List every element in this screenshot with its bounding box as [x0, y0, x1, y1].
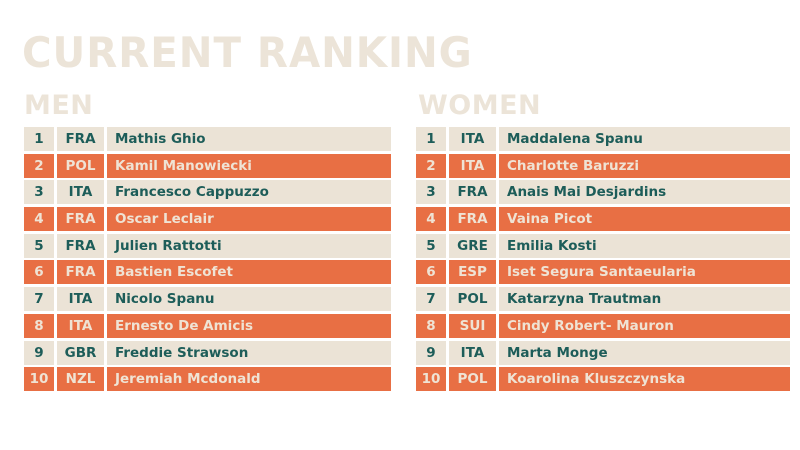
name-cell: Kamil Manowiecki	[107, 153, 391, 178]
women-section-label: WOMEN	[418, 90, 542, 121]
name-cell: Charlotte Baruzzi	[499, 153, 790, 178]
country-cell: FRA	[57, 260, 104, 285]
rank-cell: 7	[24, 287, 54, 312]
name-cell: Katarzyna Trautman	[499, 287, 790, 312]
rank-cell: 5	[24, 233, 54, 258]
name-cell: Iset Segura Santaeularia	[499, 260, 790, 285]
table-row: 5 FRA Julien Rattotti	[24, 233, 391, 258]
name-cell: Maddalena Spanu	[499, 127, 790, 151]
rank-cell: 8	[416, 313, 446, 338]
table-row: 4 FRA Vaina Picot	[416, 207, 790, 232]
country-cell: ITA	[57, 313, 104, 338]
rank-cell: 6	[416, 260, 446, 285]
rank-cell: 1	[416, 127, 446, 151]
table-row: 5 GRE Emilia Kosti	[416, 233, 790, 258]
rank-cell: 6	[24, 260, 54, 285]
country-cell: FRA	[449, 180, 496, 205]
rank-cell: 8	[24, 313, 54, 338]
rank-cell: 7	[416, 287, 446, 312]
table-row: 4 FRA Oscar Leclair	[24, 207, 391, 232]
country-cell: ITA	[449, 127, 496, 151]
table-row: 6 ESP Iset Segura Santaeularia	[416, 260, 790, 285]
rank-cell: 9	[416, 340, 446, 365]
table-row: 1 ITA Maddalena Spanu	[416, 127, 790, 151]
table-row: 8 SUI Cindy Robert- Mauron	[416, 313, 790, 338]
rank-cell: 10	[416, 367, 446, 392]
country-cell: ESP	[449, 260, 496, 285]
country-cell: POL	[57, 153, 104, 178]
table-row: 1 FRA Mathis Ghio	[24, 127, 391, 151]
name-cell: Freddie Strawson	[107, 340, 391, 365]
table-row: 2 ITA Charlotte Baruzzi	[416, 153, 790, 178]
rank-cell: 2	[24, 153, 54, 178]
table-row: 8 ITA Ernesto De Amicis	[24, 313, 391, 338]
rank-cell: 4	[416, 207, 446, 232]
country-cell: SUI	[449, 313, 496, 338]
country-cell: FRA	[57, 207, 104, 232]
rank-cell: 10	[24, 367, 54, 392]
table-row: 9 ITA Marta Monge	[416, 340, 790, 365]
table-row: 3 FRA Anais Mai Desjardins	[416, 180, 790, 205]
rank-cell: 9	[24, 340, 54, 365]
men-ranking-table: 1 FRA Mathis Ghio 2 POL Kamil Manowiecki…	[24, 127, 391, 394]
country-cell: ITA	[57, 180, 104, 205]
name-cell: Anais Mai Desjardins	[499, 180, 790, 205]
table-row: 6 FRA Bastien Escofet	[24, 260, 391, 285]
table-row: 10 POL Koarolina Kluszczynska	[416, 367, 790, 392]
name-cell: Emilia Kosti	[499, 233, 790, 258]
country-cell: NZL	[57, 367, 104, 392]
table-row: 7 POL Katarzyna Trautman	[416, 287, 790, 312]
name-cell: Marta Monge	[499, 340, 790, 365]
table-row: 3 ITA Francesco Cappuzzo	[24, 180, 391, 205]
name-cell: Julien Rattotti	[107, 233, 391, 258]
table-row: 9 GBR Freddie Strawson	[24, 340, 391, 365]
rank-cell: 3	[416, 180, 446, 205]
name-cell: Oscar Leclair	[107, 207, 391, 232]
country-cell: ITA	[57, 287, 104, 312]
country-cell: POL	[449, 367, 496, 392]
name-cell: Bastien Escofet	[107, 260, 391, 285]
name-cell: Jeremiah Mcdonald	[107, 367, 391, 392]
men-section-label: MEN	[24, 90, 94, 121]
table-row: 2 POL Kamil Manowiecki	[24, 153, 391, 178]
country-cell: FRA	[57, 233, 104, 258]
rank-cell: 3	[24, 180, 54, 205]
country-cell: FRA	[57, 127, 104, 151]
name-cell: Nicolo Spanu	[107, 287, 391, 312]
name-cell: Mathis Ghio	[107, 127, 391, 151]
name-cell: Francesco Cappuzzo	[107, 180, 391, 205]
country-cell: ITA	[449, 153, 496, 178]
women-ranking-table: 1 ITA Maddalena Spanu 2 ITA Charlotte Ba…	[416, 127, 790, 394]
name-cell: Cindy Robert- Mauron	[499, 313, 790, 338]
country-cell: GBR	[57, 340, 104, 365]
country-cell: FRA	[449, 207, 496, 232]
page-title: CURRENT RANKING	[22, 28, 473, 77]
name-cell: Ernesto De Amicis	[107, 313, 391, 338]
name-cell: Koarolina Kluszczynska	[499, 367, 790, 392]
name-cell: Vaina Picot	[499, 207, 790, 232]
rank-cell: 4	[24, 207, 54, 232]
rank-cell: 1	[24, 127, 54, 151]
table-row: 7 ITA Nicolo Spanu	[24, 287, 391, 312]
country-cell: GRE	[449, 233, 496, 258]
country-cell: ITA	[449, 340, 496, 365]
rank-cell: 2	[416, 153, 446, 178]
table-row: 10 NZL Jeremiah Mcdonald	[24, 367, 391, 392]
country-cell: POL	[449, 287, 496, 312]
rank-cell: 5	[416, 233, 446, 258]
